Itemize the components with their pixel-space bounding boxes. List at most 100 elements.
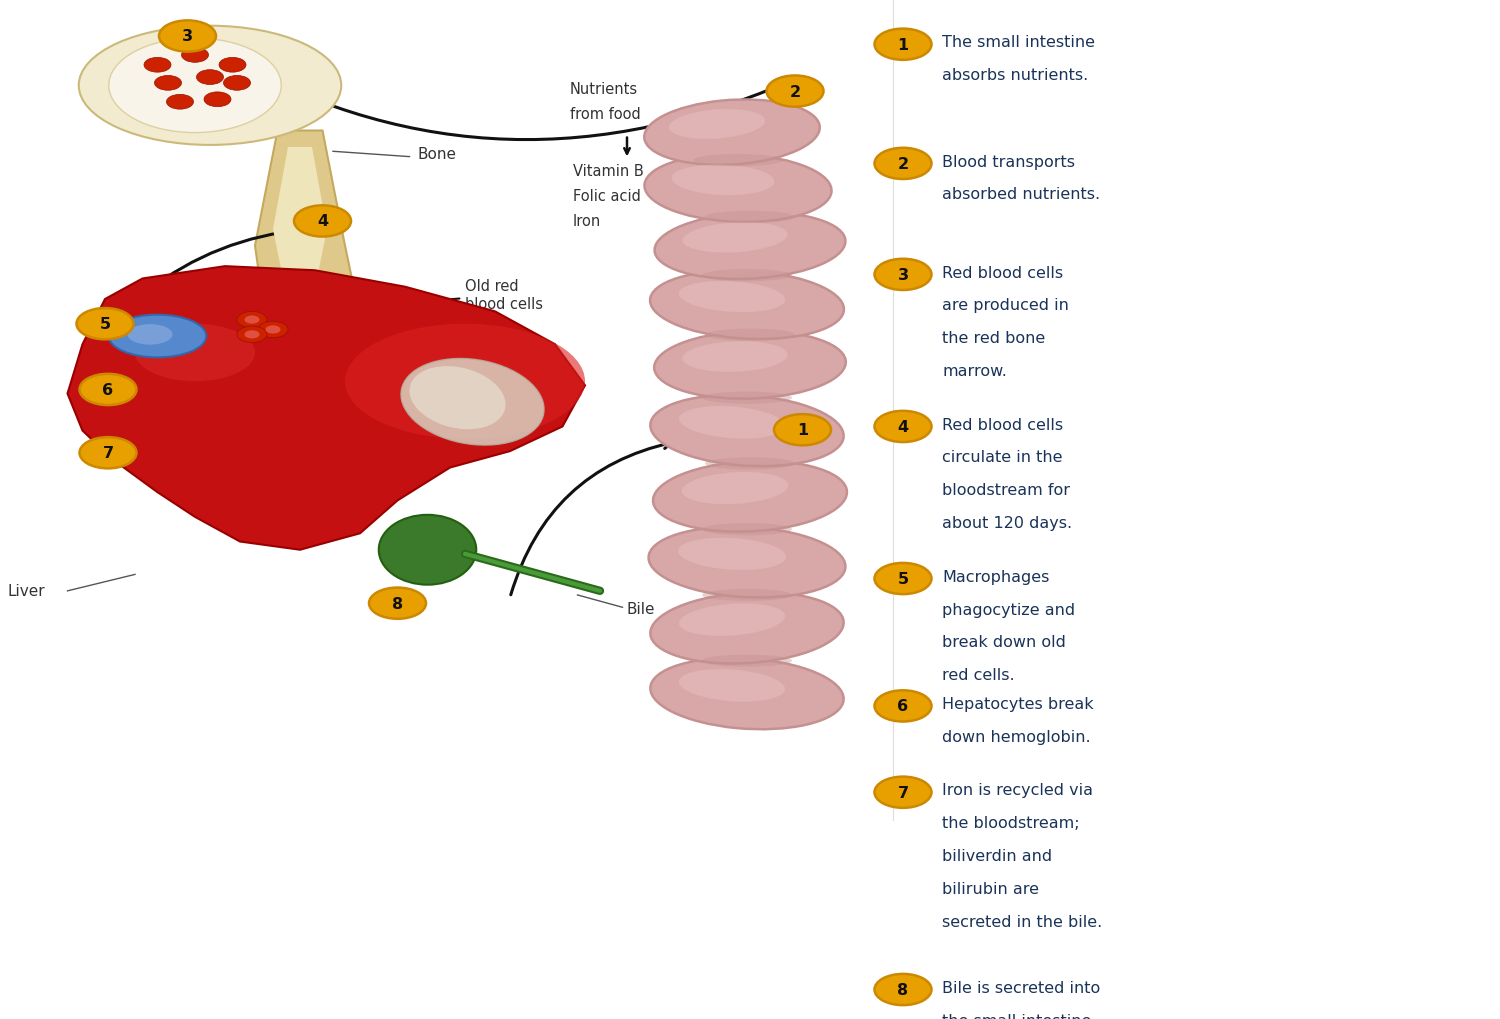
Ellipse shape [682, 342, 788, 373]
Text: 1: 1 [897, 38, 909, 53]
Ellipse shape [650, 271, 844, 339]
Polygon shape [68, 267, 585, 550]
Text: Small
intestine: Small intestine [696, 650, 822, 715]
Ellipse shape [680, 407, 784, 439]
Ellipse shape [648, 527, 846, 598]
Circle shape [874, 564, 932, 594]
Text: 4: 4 [897, 420, 909, 434]
Text: Macrophages: Macrophages [942, 569, 1050, 584]
Ellipse shape [652, 462, 847, 532]
Ellipse shape [705, 212, 795, 224]
Text: Bile is secreted into: Bile is secreted into [942, 979, 1100, 995]
Ellipse shape [702, 589, 792, 601]
Text: Iron: Iron [573, 214, 602, 228]
Text: are produced in: are produced in [942, 299, 1070, 313]
Text: 6: 6 [102, 382, 114, 397]
Polygon shape [255, 131, 368, 394]
Text: 5: 5 [897, 572, 909, 587]
Text: 4: 4 [316, 214, 328, 229]
Text: Hemoglobin: Hemoglobin [262, 351, 351, 366]
Ellipse shape [681, 473, 789, 504]
Text: phagocytize and: phagocytize and [942, 602, 1076, 616]
Ellipse shape [651, 593, 843, 663]
Ellipse shape [108, 39, 282, 133]
Ellipse shape [672, 165, 774, 196]
Circle shape [219, 58, 246, 73]
Text: the small intestine.: the small intestine. [942, 1013, 1096, 1019]
Ellipse shape [645, 155, 831, 223]
Text: marrow.: marrow. [942, 364, 1006, 379]
Text: Folic acid: Folic acid [573, 189, 640, 204]
Circle shape [369, 588, 426, 620]
Ellipse shape [400, 359, 544, 445]
Ellipse shape [693, 155, 783, 167]
Ellipse shape [702, 655, 792, 667]
Ellipse shape [651, 395, 843, 467]
Circle shape [874, 691, 932, 721]
Text: The small intestine: The small intestine [942, 36, 1095, 50]
Circle shape [166, 95, 194, 110]
Text: 5: 5 [99, 317, 111, 332]
Text: absorbed nutrients.: absorbed nutrients. [942, 187, 1100, 202]
Circle shape [774, 415, 831, 446]
Text: 7: 7 [897, 785, 909, 800]
Circle shape [196, 70, 223, 86]
Ellipse shape [345, 324, 585, 439]
Ellipse shape [651, 658, 843, 730]
Ellipse shape [705, 458, 795, 470]
Text: 2: 2 [789, 85, 801, 100]
Text: 12: 12 [680, 164, 693, 174]
Ellipse shape [678, 538, 786, 571]
Ellipse shape [705, 329, 795, 341]
Text: about 120 days.: about 120 days. [942, 516, 1072, 531]
Text: 1: 1 [796, 423, 808, 438]
Text: 8: 8 [897, 982, 909, 997]
Circle shape [204, 93, 231, 108]
Text: Liver: Liver [8, 584, 45, 599]
Text: Red blood cells: Red blood cells [942, 265, 1064, 280]
Circle shape [182, 49, 209, 63]
Ellipse shape [680, 669, 784, 702]
Text: 7: 7 [102, 445, 114, 461]
Ellipse shape [645, 101, 819, 166]
Circle shape [237, 312, 267, 328]
Ellipse shape [702, 270, 792, 282]
Circle shape [224, 76, 251, 91]
Ellipse shape [680, 281, 784, 313]
Text: bilirubin are: bilirubin are [942, 881, 1040, 896]
Text: biliverdin and: biliverdin and [942, 848, 1052, 863]
Text: Red blood cells: Red blood cells [942, 417, 1064, 432]
Text: 8: 8 [392, 596, 404, 611]
Circle shape [266, 326, 280, 334]
Ellipse shape [702, 524, 792, 536]
Text: Vitamin B: Vitamin B [573, 164, 644, 179]
Ellipse shape [682, 223, 788, 254]
Circle shape [80, 438, 136, 469]
Text: 3: 3 [182, 30, 194, 45]
Text: the bloodstream;: the bloodstream; [942, 815, 1080, 830]
Ellipse shape [702, 392, 792, 405]
Text: circulate in the: circulate in the [942, 450, 1062, 465]
Text: Nutrients: Nutrients [570, 83, 638, 97]
Text: Bile: Bile [627, 602, 656, 616]
Text: Iron + Biliverdin: Iron + Biliverdin [195, 425, 314, 439]
Circle shape [144, 58, 171, 73]
Circle shape [244, 316, 260, 324]
Circle shape [874, 776, 932, 808]
Circle shape [874, 260, 932, 290]
Text: Old red
blood cells: Old red blood cells [267, 279, 543, 318]
Ellipse shape [128, 325, 172, 345]
Text: break down old: break down old [942, 635, 1066, 650]
Ellipse shape [654, 331, 846, 399]
Ellipse shape [654, 213, 846, 279]
Ellipse shape [108, 315, 206, 358]
Circle shape [237, 327, 267, 343]
Text: Bilirubin: Bilirubin [308, 501, 368, 516]
Text: from food: from food [570, 107, 640, 121]
Text: bloodstream for: bloodstream for [942, 483, 1070, 498]
Ellipse shape [378, 516, 476, 585]
Text: Iron is recycled via: Iron is recycled via [942, 783, 1094, 798]
Text: the red bone: the red bone [942, 331, 1046, 345]
Polygon shape [273, 148, 327, 304]
Circle shape [80, 374, 136, 406]
